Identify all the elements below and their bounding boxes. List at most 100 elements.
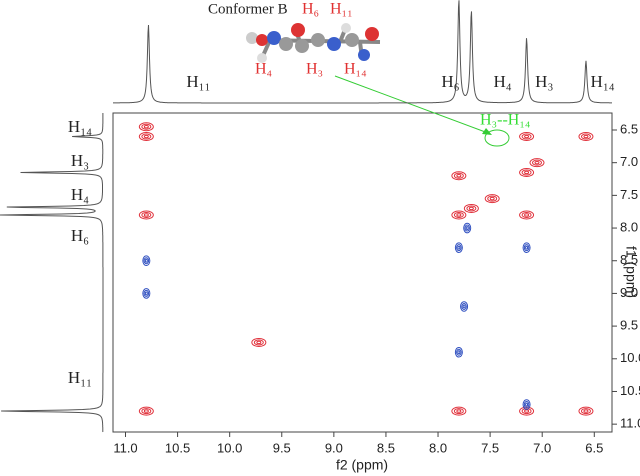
x-tick-label: 9.0	[325, 440, 343, 455]
cross-peak	[463, 222, 472, 234]
contour-ring	[583, 134, 589, 139]
contour-ring	[519, 132, 535, 142]
contour-ring	[256, 340, 262, 345]
contour-ring	[457, 245, 461, 250]
contour-ring	[144, 258, 148, 263]
contour-ring	[460, 301, 469, 312]
contour-ring	[451, 406, 467, 416]
arrow	[334, 75, 489, 134]
molecule-title: Conformer B	[208, 1, 288, 17]
y-tick-label: 8.0	[620, 219, 638, 234]
cross-peak	[519, 406, 535, 416]
y-tick-label: 11.0	[620, 416, 640, 431]
contour-ring	[466, 205, 477, 212]
contour-ring	[143, 289, 150, 297]
contour-ring	[463, 203, 479, 213]
cross-peak	[529, 158, 545, 168]
contour-ring	[138, 406, 154, 416]
contour-ring	[534, 160, 540, 165]
contour-ring	[451, 171, 467, 181]
cross-peak	[454, 242, 463, 253]
cross-peak	[451, 171, 467, 181]
atom	[341, 23, 351, 33]
atom	[246, 32, 258, 44]
contour-ring	[454, 346, 463, 358]
atom	[311, 33, 325, 47]
contour-ring	[525, 402, 529, 407]
contour-ring	[523, 401, 530, 409]
cross-peak	[519, 210, 535, 220]
contour-ring	[578, 132, 594, 142]
cross-peak	[138, 132, 154, 142]
x-axis-label: f2 (ppm)	[336, 457, 388, 473]
contour-ring	[141, 123, 152, 130]
cross-peak	[451, 406, 467, 416]
atom	[279, 37, 293, 51]
contour-ring	[468, 206, 474, 211]
contour-ring	[143, 134, 149, 139]
contour-ring	[531, 159, 542, 166]
atom	[291, 23, 305, 37]
peak-label: H₃	[535, 72, 553, 91]
contour-ring	[524, 213, 530, 217]
atom-label: H₄	[255, 61, 273, 78]
contour-ring	[462, 304, 466, 309]
contour-ring	[453, 172, 464, 179]
x-tick-label: 11.0	[113, 440, 137, 455]
contour-ring	[489, 196, 495, 201]
atom	[295, 39, 309, 53]
peak-label: H₃	[71, 151, 89, 170]
cross-peak	[463, 203, 479, 213]
contour-ring	[580, 133, 591, 140]
left-projection	[0, 113, 104, 433]
atom	[267, 31, 281, 45]
contour-ring	[464, 224, 470, 232]
contour-ring	[523, 244, 530, 252]
y-tick-label: 9.5	[620, 318, 638, 333]
cross-peak	[454, 346, 463, 358]
contour-ring	[454, 242, 463, 253]
y-tick-label: 8.5	[620, 252, 638, 267]
cross-peak	[522, 399, 531, 410]
contour-ring	[453, 211, 464, 218]
contour-ring	[143, 125, 149, 129]
x-tick-label: 10.5	[165, 440, 190, 455]
contour-ring	[580, 408, 591, 415]
contour-ring	[143, 213, 149, 217]
cross-peak	[251, 337, 267, 347]
contour-ring	[522, 399, 531, 410]
contour-ring	[456, 244, 462, 252]
contour-ring	[141, 133, 152, 140]
peak-label: H₄	[71, 185, 89, 204]
peak-label: H₆	[441, 72, 459, 91]
contour-ring	[251, 337, 267, 347]
cross-peak	[460, 301, 469, 312]
cross-peak	[138, 210, 154, 220]
contour-ring	[529, 158, 545, 168]
molecule: Conformer B H₆ H₁₁ H₄ H₃ H₁₄	[208, 1, 381, 78]
cross-peak	[138, 406, 154, 416]
contour-ring	[253, 339, 264, 346]
contour-ring	[453, 408, 464, 415]
atom	[257, 53, 267, 63]
contour-ring	[487, 195, 498, 202]
atom	[345, 33, 359, 47]
arrow-head	[482, 128, 492, 135]
contour-ring	[519, 210, 535, 220]
contour-ring	[461, 302, 467, 310]
contour-ring	[463, 222, 472, 234]
highlight	[484, 129, 510, 147]
contour-ring	[451, 210, 467, 220]
contour-ring	[524, 409, 530, 413]
contour-ring	[525, 245, 529, 250]
contour-ring	[484, 194, 500, 204]
atom-label: H₁₄	[344, 61, 367, 78]
contour-ring	[143, 257, 150, 265]
x-tick-label: 8.5	[377, 440, 395, 455]
peak-label: H₁₄	[591, 72, 615, 91]
y-tick-label: 10.0	[620, 350, 640, 365]
cross-peak	[522, 242, 531, 253]
contour-ring	[521, 169, 532, 176]
peak-label: H₁₄	[68, 117, 92, 136]
cross-peak	[451, 210, 467, 220]
